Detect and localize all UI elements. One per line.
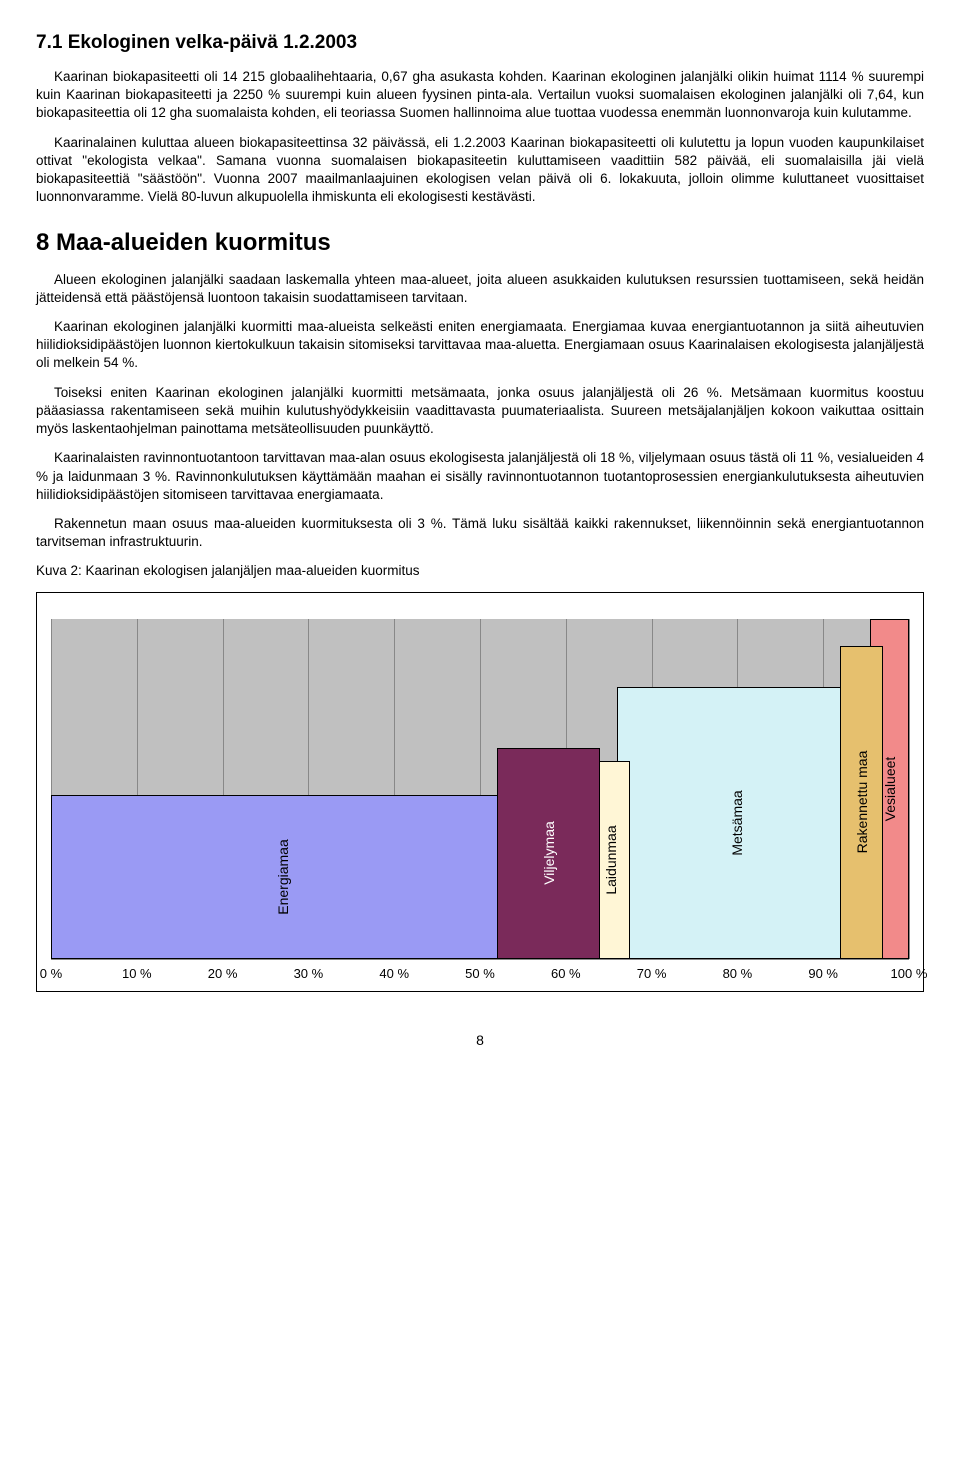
chart-segment-metsamaa: Metsämaa	[617, 687, 857, 959]
section-8-p5: Rakennetun maan osuus maa-alueiden kuorm…	[36, 515, 924, 551]
chart-caption: Kuva 2: Kaarinan ekologisen jalanjäljen …	[36, 562, 924, 580]
chart-segment-viljelymaa: Viljelymaa	[497, 748, 600, 959]
section-8-p2: Kaarinan ekologinen jalanjälki kuormitti…	[36, 318, 924, 373]
section-7-1-p2: Kaarinalainen kuluttaa alueen biokapasit…	[36, 134, 924, 207]
chart-segment-label-vesialueet: Vesialueet	[882, 756, 898, 821]
chart-segment-label-laidunmaa: Laidunmaa	[603, 825, 619, 894]
chart-segment-label-metsamaa: Metsämaa	[729, 790, 745, 855]
chart-x-axis: 0 %10 %20 %30 %40 %50 %60 %70 %80 %90 %1…	[51, 966, 909, 981]
chart-gridline	[909, 619, 910, 959]
section-8-p3: Toiseksi eniten Kaarinan ekologinen jala…	[36, 384, 924, 439]
section-8-p4: Kaarinalaisten ravinnontuotantoon tarvit…	[36, 449, 924, 504]
chart-segment-label-energiamaa: Energiamaa	[275, 839, 291, 915]
chart-container: Energiamaa Viljelymaa Laidunmaa Metsämaa Rak…	[36, 592, 924, 992]
chart-plot-area: Energiamaa Viljelymaa Laidunmaa Metsämaa Rak…	[51, 619, 909, 960]
section-8-p1: Alueen ekologinen jalanjälki saadaan las…	[36, 271, 924, 307]
section-7-1-title: 7.1 Ekologinen velka-päivä 1.2.2003	[36, 32, 924, 54]
chart-segment-rakennettu: Rakennettu maa	[840, 646, 883, 959]
chart-segment-label-rakennettu: Rakennettu maa	[854, 751, 870, 854]
section-8-title: 8 Maa-alueiden kuormitus	[36, 229, 924, 257]
section-7-1-p1: Kaarinan biokapasiteetti oli 14 215 glob…	[36, 68, 924, 123]
page-number: 8	[36, 1032, 924, 1048]
chart-segment-label-viljelymaa: Viljelymaa	[541, 821, 557, 885]
chart-segment-energiamaa: Energiamaa	[51, 795, 514, 958]
